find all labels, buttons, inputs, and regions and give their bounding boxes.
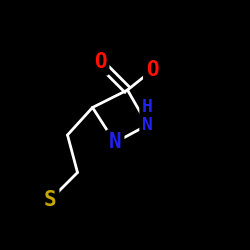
Text: H: H <box>142 98 153 116</box>
Text: O: O <box>146 60 159 80</box>
Text: N: N <box>142 116 153 134</box>
Text: N: N <box>109 132 121 152</box>
Text: O: O <box>94 52 106 72</box>
Text: S: S <box>44 190 56 210</box>
